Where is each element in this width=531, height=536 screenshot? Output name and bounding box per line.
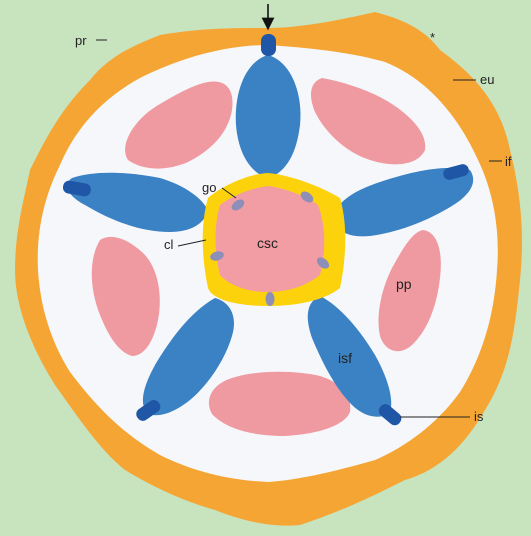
arms bbox=[67, 55, 474, 417]
leader-lines bbox=[96, 39, 502, 418]
label-pp: pp bbox=[396, 276, 412, 292]
leader-go bbox=[221, 187, 237, 199]
pink-regions bbox=[91, 78, 441, 436]
label-pr: pr bbox=[75, 33, 87, 48]
arm-tip-top bbox=[261, 34, 276, 56]
arm-top bbox=[235, 55, 301, 178]
arm-left bbox=[67, 172, 208, 232]
arm-lower-right bbox=[307, 296, 392, 417]
arm-tip-lower-left bbox=[136, 399, 161, 421]
arm-tip-right bbox=[443, 164, 469, 180]
label-is: is bbox=[474, 409, 484, 424]
pink-region-left bbox=[91, 236, 160, 356]
pink-region-upper-right bbox=[310, 78, 426, 165]
small-oval-right bbox=[316, 257, 330, 269]
labels: pr * eu if go cl csc pp isf is bbox=[75, 30, 512, 424]
small-oval-bottom bbox=[265, 292, 275, 306]
pink-region-right bbox=[378, 230, 441, 352]
label-star: * bbox=[430, 30, 435, 45]
central-region bbox=[215, 186, 325, 292]
label-if: if bbox=[505, 154, 512, 169]
arm-tip-left bbox=[62, 180, 91, 197]
arm-right bbox=[332, 167, 474, 237]
arm-tips bbox=[62, 34, 469, 426]
small-oval-left bbox=[210, 251, 224, 261]
arm-lower-left bbox=[142, 298, 235, 416]
label-go: go bbox=[202, 180, 216, 195]
leader-cl bbox=[177, 239, 207, 247]
pink-region-upper-left bbox=[125, 81, 233, 169]
label-eu: eu bbox=[480, 72, 494, 87]
small-oval-upper-right bbox=[300, 191, 314, 203]
small-ovals bbox=[210, 191, 330, 306]
arm-tip-lower-right bbox=[378, 404, 402, 426]
label-csc: csc bbox=[257, 235, 278, 251]
label-isf: isf bbox=[338, 350, 352, 366]
pink-region-bottom bbox=[208, 371, 351, 436]
label-cl: cl bbox=[164, 237, 174, 252]
small-oval-upper-left bbox=[231, 199, 245, 211]
